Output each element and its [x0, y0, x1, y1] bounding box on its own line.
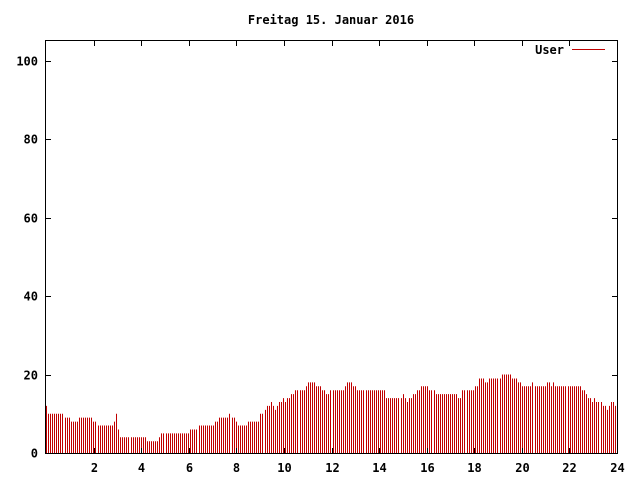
y-tick-label: 80: [24, 133, 38, 147]
x-tick-label: 8: [233, 461, 240, 475]
x-tick-label: 12: [325, 461, 339, 475]
x-tick-label: 16: [420, 461, 434, 475]
x-tick-label: 6: [186, 461, 193, 475]
bars-group: [46, 374, 616, 453]
y-tick-label: 20: [24, 369, 38, 383]
x-tick-label: 10: [277, 461, 291, 475]
chart-title: Freitag 15. Januar 2016: [248, 13, 414, 27]
y-tick-label: 0: [31, 447, 38, 461]
x-tick-label: 14: [372, 461, 386, 475]
legend: User: [535, 43, 605, 57]
x-tick-label: 24: [610, 461, 624, 475]
plot-frame: [45, 40, 618, 454]
y-tick-label: 60: [24, 212, 38, 226]
x-tick-label: 20: [515, 461, 529, 475]
x-tick-label: 4: [138, 461, 145, 475]
x-tick-label: 22: [562, 461, 576, 475]
y-tick-label: 100: [16, 55, 38, 69]
x-tick-label: 2: [91, 461, 98, 475]
y-tick-label: 40: [24, 290, 38, 304]
legend-label: User: [535, 43, 564, 57]
x-tick-label: 18: [467, 461, 481, 475]
